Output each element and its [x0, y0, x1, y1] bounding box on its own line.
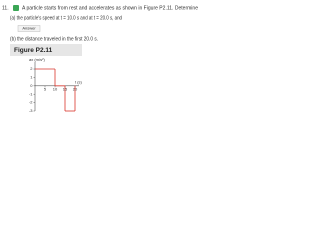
- figure: ax (m/s²)t (s)210-1-2-35101520: [29, 57, 83, 112]
- page: 11. A particle starts from rest and acce…: [2, 5, 198, 112]
- y-tick-label: -2: [29, 100, 33, 105]
- figure-header: [10, 44, 82, 56]
- problem-text: A particle starts from rest and accelera…: [22, 5, 198, 11]
- y-tick-label: 1: [30, 74, 33, 79]
- problem-number: 11.: [2, 5, 9, 11]
- figure-title: Figure P2.11: [14, 47, 53, 54]
- part-b: (b) the distance traveled in the first 2…: [10, 36, 98, 42]
- x-axis-label: t (s): [75, 79, 83, 84]
- answer-label: Answer: [22, 26, 36, 31]
- part-a: (a) the particle's speed at t = 10.0 s a…: [10, 15, 122, 21]
- x-tick-label: 5: [44, 86, 47, 91]
- y-tick-label: 0: [30, 83, 33, 88]
- y-tick-label: -1: [29, 91, 33, 96]
- y-tick-label: -3: [29, 108, 33, 112]
- status-icon: [13, 5, 19, 11]
- x-tick-label: 10: [53, 86, 58, 91]
- y-tick-label: 2: [30, 66, 33, 71]
- answer-button[interactable]: [17, 25, 41, 32]
- y-axis-label: ax (m/s²): [29, 57, 45, 62]
